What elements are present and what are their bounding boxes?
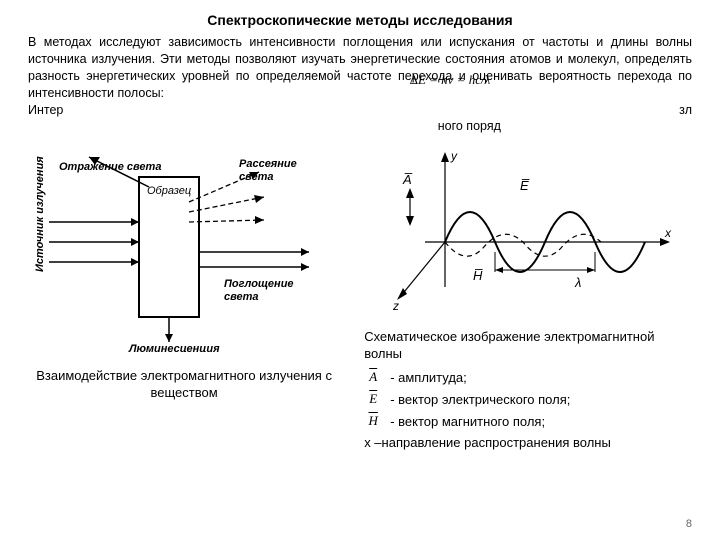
svg-text:x: x: [664, 226, 672, 240]
legend-row-A: A - амплитуда;: [364, 369, 692, 385]
right-diagram: y x z A̅ E̅ H̅: [364, 141, 692, 323]
scatter-label-1: Рассеяние: [239, 158, 297, 170]
legend: A - амплитуда; E - вектор электрического…: [364, 369, 692, 450]
left-caption: Взаимодействие электромагнитного излучен…: [28, 368, 340, 402]
reflect-label: Отражение света: [59, 161, 161, 173]
svg-text:H̅: H̅: [473, 268, 483, 283]
svg-text:y: y: [450, 149, 458, 163]
em-wave-svg: y x z A̅ E̅ H̅: [365, 142, 685, 317]
formula-overlay: ∆E = hν = hc/λ: [410, 72, 490, 88]
page-title: Спектроскопические методы исследования: [0, 0, 720, 34]
legend-row-H: H - вектор магнитного поля;: [364, 413, 692, 429]
p2-mid: зл: [679, 103, 692, 117]
svg-text:λ: λ: [574, 275, 581, 290]
legend-sym-E: E: [364, 391, 382, 407]
absorb-label-2: света: [224, 291, 259, 303]
left-diagram: Источник излучения Образец Отражение све…: [28, 141, 340, 358]
p2-suffix: ного поряд: [438, 119, 501, 133]
sample-label-text: Образец: [147, 185, 191, 197]
source-label-text: Источник излучения: [34, 156, 46, 272]
svg-text:A̅: A̅: [402, 172, 412, 187]
legend-x-direction: x –направление распространения волны: [364, 435, 692, 450]
left-column: Источник излучения Образец Отражение све…: [28, 141, 340, 450]
interaction-diagram-svg: Источник излучения Образец Отражение све…: [29, 142, 329, 352]
legend-text-H: - вектор магнитного поля;: [390, 414, 545, 429]
svg-text:z: z: [392, 299, 399, 313]
lumin-label: Люминесценция: [128, 343, 220, 352]
legend-sym-H: H: [364, 413, 382, 429]
svg-text:E̅: E̅: [520, 178, 530, 193]
scatter-label-2: света: [239, 171, 274, 183]
legend-sym-A: A: [364, 369, 382, 385]
p2-prefix: Интер: [28, 103, 63, 117]
absorb-label-1: Поглощение: [224, 278, 294, 290]
content-row: Источник излучения Образец Отражение све…: [0, 141, 720, 450]
legend-text-A: - амплитуда;: [390, 370, 467, 385]
page-number: 8: [686, 518, 692, 530]
paragraph-2: Интер xxxxxxxxxxxxxxxxxxxxxxxxxxxxxxxxxx…: [0, 102, 720, 136]
right-caption: Схематическое изображение электромагнитн…: [364, 329, 692, 363]
paragraph-1: В методах исследуют зависимость интенсив…: [0, 34, 720, 102]
legend-text-E: - вектор электрического поля;: [390, 392, 570, 407]
legend-row-E: E - вектор электрического поля;: [364, 391, 692, 407]
right-column: y x z A̅ E̅ H̅: [364, 141, 692, 450]
